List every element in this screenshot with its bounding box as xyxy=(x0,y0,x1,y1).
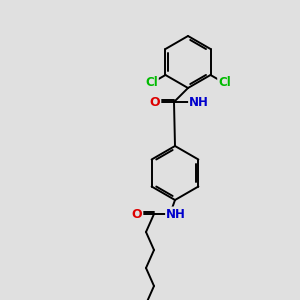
Text: Cl: Cl xyxy=(145,76,158,89)
Text: NH: NH xyxy=(166,208,186,220)
Text: O: O xyxy=(150,95,160,109)
Text: Cl: Cl xyxy=(218,76,231,89)
Text: NH: NH xyxy=(189,95,209,109)
Text: O: O xyxy=(132,208,142,220)
